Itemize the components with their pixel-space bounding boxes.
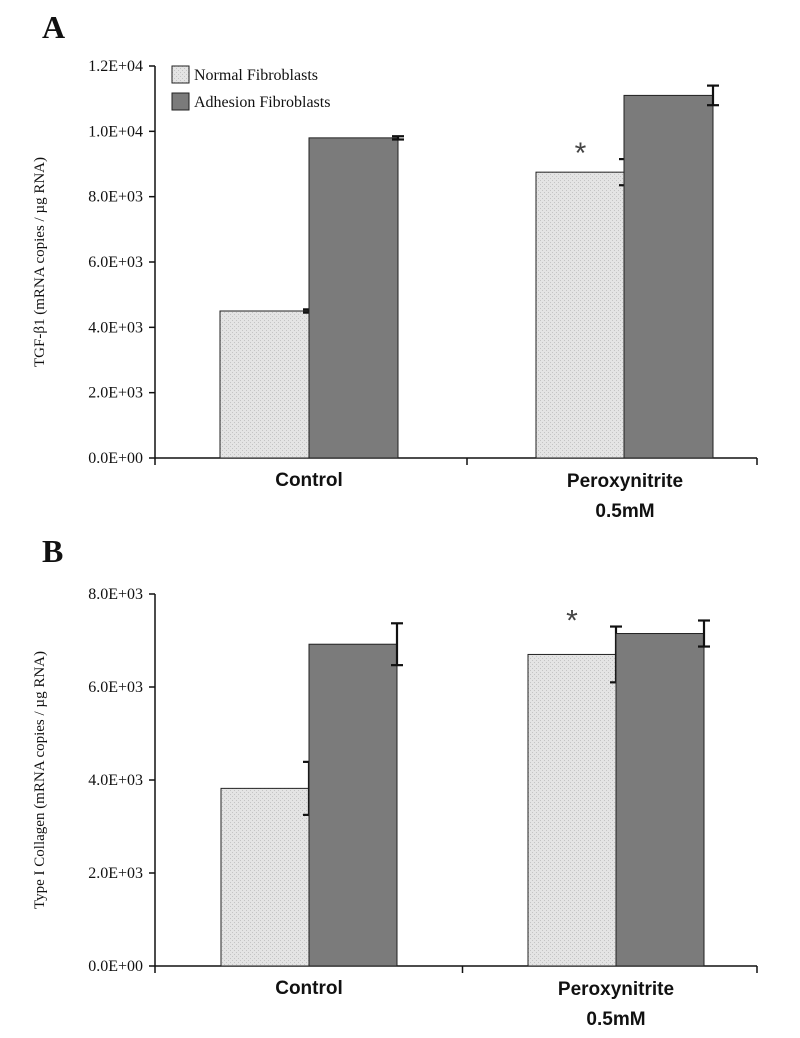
x-category-label: Peroxynitrite — [558, 979, 674, 1000]
legend-swatch-adhesion — [171, 92, 190, 111]
bar-normal-control — [219, 310, 310, 459]
panel-letter: B — [42, 533, 63, 569]
bar-adhesion-control — [308, 137, 399, 459]
error-bar — [707, 84, 719, 107]
legend: Normal Fibroblasts Adhesion Fibroblasts — [171, 65, 330, 111]
significance-asterisk: * — [575, 137, 587, 170]
error-bar — [392, 135, 404, 141]
legend-swatch-normal — [171, 65, 190, 84]
bar-adhesion-peroxynitrite — [615, 633, 705, 967]
y-tick-label: 6.0E+03 — [88, 679, 143, 696]
x-category-label: Control — [275, 470, 343, 491]
y-axis-label: Type I Collagen (mRNA copies / µg RNA) — [32, 651, 48, 909]
y-tick-label: 4.0E+03 — [88, 319, 143, 336]
error-bar — [391, 622, 403, 667]
y-tick-label: 1.2E+04 — [88, 58, 143, 75]
x-category-sublabel: 0.5mM — [586, 1009, 645, 1030]
x-category-sublabel: 0.5mM — [595, 501, 654, 522]
significance-asterisk: * — [566, 605, 578, 638]
y-tick-label: 0.0E+00 — [88, 958, 143, 975]
panel-a: A TGF-β1 (mRNA copies / µg RNA) 0.0E+00 2.0… — [32, 9, 758, 522]
error-bar — [698, 619, 710, 648]
y-tick-label: 2.0E+03 — [88, 865, 143, 882]
bar-normal-control — [220, 787, 310, 967]
y-tick-label: 0.0E+00 — [88, 450, 143, 467]
y-axis-label: TGF-β1 (mRNA copies / µg RNA) — [32, 157, 48, 367]
bar-adhesion-peroxynitrite — [623, 94, 714, 459]
bar-adhesion-control — [308, 643, 398, 967]
panel-b: B Type I Collagen (mRNA copies / µg RNA) 0… — [32, 533, 758, 1030]
bar-normal-peroxynitrite — [527, 653, 617, 967]
legend-label-normal: Normal Fibroblasts — [194, 67, 318, 84]
panel-letter: A — [42, 9, 65, 45]
x-category-label: Peroxynitrite — [567, 471, 683, 492]
y-tick-label: 8.0E+03 — [88, 586, 143, 603]
y-tick-label: 8.0E+03 — [88, 189, 143, 206]
y-tick-label: 1.0E+04 — [88, 123, 143, 140]
y-tick-label: 2.0E+03 — [88, 385, 143, 402]
y-tick-label: 6.0E+03 — [88, 254, 143, 271]
x-category-label: Control — [275, 978, 343, 999]
bar-normal-peroxynitrite — [535, 171, 626, 459]
legend-label-adhesion: Adhesion Fibroblasts — [194, 94, 330, 111]
y-tick-label: 4.0E+03 — [88, 772, 143, 789]
